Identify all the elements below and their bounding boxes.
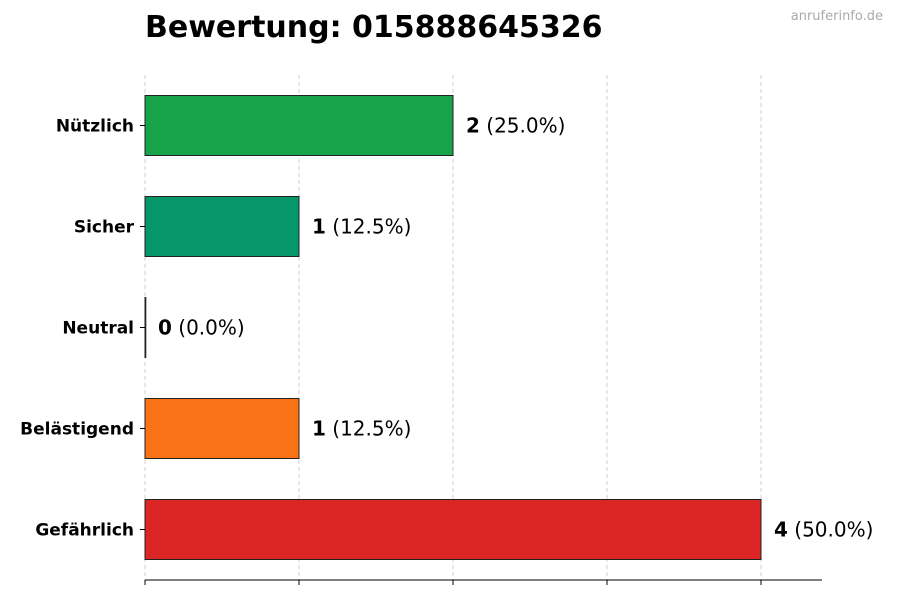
- category-label: Nützlich: [56, 117, 134, 137]
- value-label: 1 (12.5%): [312, 215, 411, 239]
- bar: [144, 95, 454, 156]
- bar: [144, 398, 300, 459]
- watermark: anruferinfo.de: [790, 9, 883, 24]
- category-label: Neutral: [62, 319, 134, 339]
- value-label: 2 (25.0%): [466, 114, 565, 138]
- category-label: Gefährlich: [35, 521, 134, 541]
- bar: [144, 499, 762, 560]
- bar: [144, 297, 147, 358]
- value-label: 4 (50.0%): [774, 518, 873, 542]
- category-label: Belästigend: [20, 420, 134, 440]
- value-label: 0 (0.0%): [158, 316, 245, 340]
- bar: [144, 196, 300, 257]
- value-label: 1 (12.5%): [312, 417, 411, 441]
- category-label: Sicher: [74, 218, 135, 238]
- chart-title: Bewertung: 015888645326: [145, 10, 603, 45]
